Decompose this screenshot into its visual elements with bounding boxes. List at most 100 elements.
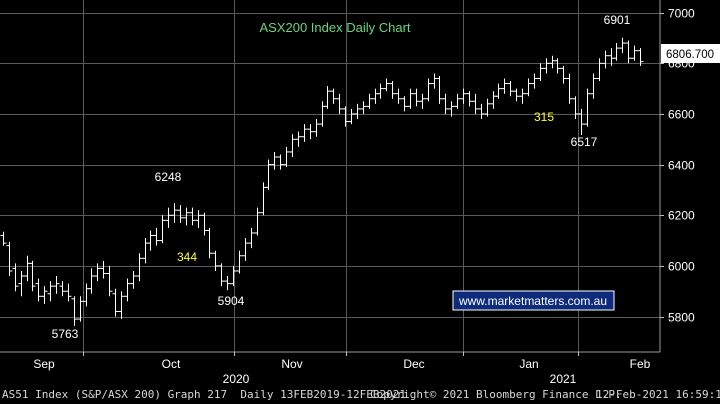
ohlc-bar [631, 45, 638, 61]
ohlc-bar [478, 103, 485, 120]
ohlc-bar [65, 283, 72, 302]
ohlc-bar [413, 88, 420, 107]
ohlc-bar [554, 58, 561, 74]
ohlc-bar [47, 281, 54, 302]
ohlc-bar [442, 93, 449, 114]
ohlc-bar [560, 65, 567, 84]
x-tick-label: Nov [281, 357, 302, 371]
ohlc-bar [342, 106, 349, 127]
annotation-low-5904: 5904 [218, 294, 245, 308]
ohlc-bar [389, 81, 396, 99]
ohlc-bar [519, 88, 526, 104]
ohlc-bar [53, 276, 60, 294]
annotation-range-315: 315 [534, 110, 554, 124]
footer-copyright: Copyright© 2021 Bloomberg Finance L.P. [370, 388, 622, 401]
ohlc-bar [313, 119, 320, 137]
ohlc-bar [112, 288, 119, 317]
x-tick-label: Sep [33, 357, 55, 371]
ohlc-bar [295, 131, 302, 147]
y-tick-label: 7000 [668, 7, 695, 21]
footer-series-info: AS51 Index (S&P/ASX 200) Graph 217 Daily… [2, 388, 406, 401]
ohlc-bar [147, 230, 154, 251]
chart-title: ASX200 Index Daily Chart [259, 20, 410, 35]
ohlc-bar [206, 227, 213, 259]
ohlc-bar [106, 265, 113, 297]
ohlc-bar [330, 88, 337, 104]
ohlc-bar [289, 134, 296, 158]
x-tick-labels: Sep Oct Nov Dec Jan Feb [33, 352, 651, 371]
ohlc-bar [307, 124, 314, 140]
ohlc-bar [360, 101, 367, 114]
last-price-label: 6806.700 [666, 49, 714, 61]
ohlc-bar [6, 241, 13, 277]
ohlc-bar [136, 253, 143, 282]
annotation-high-6248: 6248 [155, 170, 182, 184]
footer-timestamp: 12-Feb-2021 16:59:15 [596, 388, 720, 401]
ohlc-bar [348, 108, 355, 125]
ohlc-bar [454, 93, 461, 109]
x-tick-label: Jan [519, 357, 538, 371]
ohlc-bar [130, 270, 137, 289]
ohlc-bar [484, 98, 491, 117]
y-tick-label: 5800 [668, 311, 695, 325]
ohlc-bar [159, 215, 166, 244]
ohlc-bar [366, 93, 373, 109]
ohlc-bar [165, 207, 172, 228]
x-tick-label: Oct [162, 357, 181, 371]
ohlc-bar [566, 73, 573, 104]
ohlc-bar [171, 203, 178, 223]
watermark-text: www.marketmatters.com.au [458, 294, 607, 308]
ohlc-bar [472, 93, 479, 114]
ohlc-bar [71, 296, 78, 326]
ohlc-bar [578, 108, 585, 135]
ohlc-bar [596, 58, 603, 82]
annotation-range-344: 344 [177, 250, 197, 264]
ohlc-bar [501, 78, 508, 94]
ohlc-bar [41, 286, 48, 304]
y-tick-label: 6000 [668, 260, 695, 274]
ohlc-bar [619, 37, 626, 54]
ohlc-bar [271, 151, 278, 170]
ohlc-bar [88, 268, 95, 294]
ohlc-bar [495, 83, 502, 99]
year-label-2021: 2021 [550, 372, 577, 386]
ohlc-bar [531, 73, 538, 89]
annotation-low-6517: 6517 [571, 135, 598, 149]
ohlc-bar [383, 78, 390, 92]
ohlc-bar [460, 88, 467, 104]
ohlc-bar [35, 278, 42, 302]
ohlc-bar [189, 207, 196, 226]
ohlc-bar [301, 124, 308, 142]
ohlc-bar [283, 146, 290, 168]
ohlc-series [0, 37, 644, 326]
ohlc-bar [395, 88, 402, 104]
ohlc-bar [543, 58, 550, 74]
ohlc-bar [183, 207, 190, 226]
ohlc-bar [12, 263, 19, 292]
ohlc-bar [254, 207, 261, 236]
ohlc-bar [513, 88, 520, 102]
ohlc-bar [537, 63, 544, 82]
x-tick-label: Feb [630, 357, 651, 371]
annotations: 5763 6248 344 5904 315 6517 6901 [52, 13, 631, 341]
ohlc-bar [584, 88, 591, 127]
axes [0, 0, 661, 353]
ohlc-bar [425, 78, 432, 102]
ohlc-bar [354, 103, 361, 120]
annotation-low-5763: 5763 [52, 327, 79, 341]
year-label-2020: 2020 [223, 372, 250, 386]
ohlc-bar [242, 238, 249, 261]
y-tick-label: 6400 [668, 159, 695, 173]
year-labels: 2020 2021 [223, 372, 577, 386]
ohlc-bar [18, 270, 25, 297]
ohlc-bar [118, 291, 125, 320]
ohlc-bar [637, 48, 644, 66]
ohlc-bar [436, 75, 443, 104]
ohlc-bar [419, 93, 426, 109]
ohlc-bar [613, 43, 620, 61]
ohlc-bar [177, 205, 184, 223]
ohlc-bar [277, 154, 284, 170]
ohlc-bar [224, 276, 231, 291]
